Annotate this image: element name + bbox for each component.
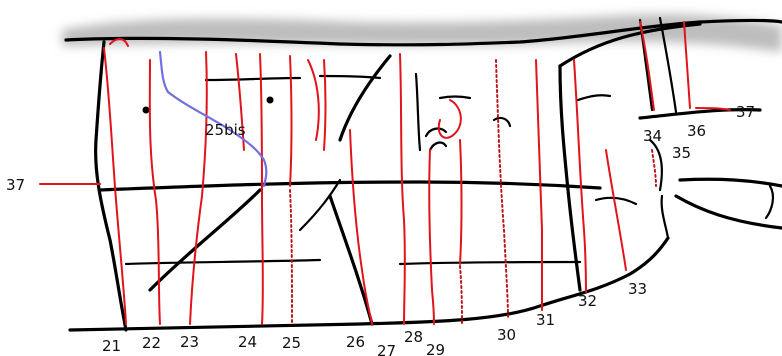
route-26: [349, 129, 373, 325]
route-27: [399, 53, 406, 325]
label-30: 30: [497, 326, 516, 344]
route-34: [639, 21, 655, 111]
label-24: 24: [238, 333, 257, 351]
route-31: [535, 59, 544, 311]
route-22: [148, 59, 161, 325]
label-37-left: 37: [6, 176, 25, 194]
label-23: 23: [180, 333, 199, 351]
label-35: 35: [672, 144, 691, 162]
label-37-right: 37: [736, 103, 755, 121]
label-27: 27: [377, 342, 396, 356]
route-28-loop: [437, 99, 462, 139]
route-33: [605, 149, 627, 271]
route-35: [651, 149, 657, 187]
label-32: 32: [578, 292, 597, 310]
route-36: [683, 21, 691, 109]
route-32: [573, 59, 587, 293]
route-25-lower: [289, 189, 293, 325]
route-21-top-hook: [109, 38, 129, 47]
label-25bis: 25bis: [205, 121, 246, 139]
label-29: 29: [426, 341, 445, 356]
label-33: 33: [628, 280, 647, 298]
rock-top-shadow: [62, 14, 782, 52]
route-29-upper: [459, 139, 463, 265]
label-34: 34: [643, 127, 662, 145]
label-26: 26: [346, 333, 365, 351]
route-25bis: [158, 50, 268, 188]
label-21: 21: [102, 337, 121, 355]
label-31: 31: [536, 311, 555, 329]
route-25-upper: [289, 55, 293, 187]
label-28: 28: [404, 328, 423, 346]
route-30: [495, 59, 509, 319]
route-37-right: [695, 107, 731, 111]
label-22: 22: [142, 334, 161, 352]
route-29-lower: [459, 265, 463, 325]
route-25-arc: [307, 59, 320, 141]
route-24: [259, 53, 264, 325]
route-28: [428, 149, 435, 325]
route-23: [189, 51, 208, 325]
label-25: 25: [282, 334, 301, 352]
routes: [39, 21, 731, 325]
route-extra-b: [323, 59, 327, 151]
rock-outline: [64, 16, 782, 332]
route-extra-a: [235, 53, 245, 151]
route-labels: 21 22 23 24 25 25bis 26 27 28 29 30 31 3…: [6, 103, 755, 356]
label-36: 36: [687, 122, 706, 140]
route-21: [103, 47, 127, 325]
